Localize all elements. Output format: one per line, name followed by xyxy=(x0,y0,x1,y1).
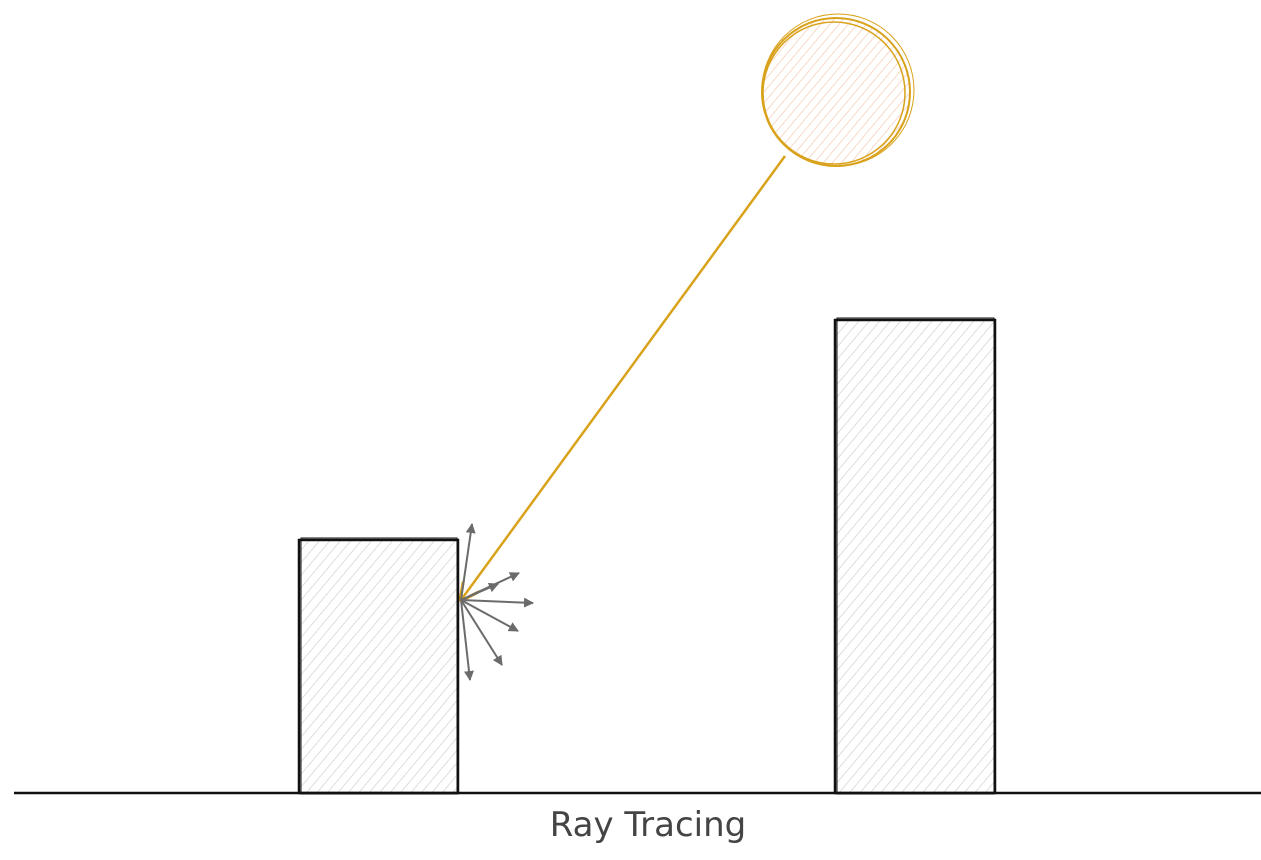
scattered-rays xyxy=(461,524,533,680)
sun xyxy=(762,14,914,166)
right-block xyxy=(835,318,995,794)
left-block xyxy=(299,538,458,794)
caption: Ray Tracing xyxy=(550,805,747,845)
light-ray xyxy=(461,156,785,600)
page: Ray Tracing (() => { const data = JSON.p… xyxy=(0,0,1261,860)
diagram: Ray Tracing xyxy=(0,0,1261,860)
